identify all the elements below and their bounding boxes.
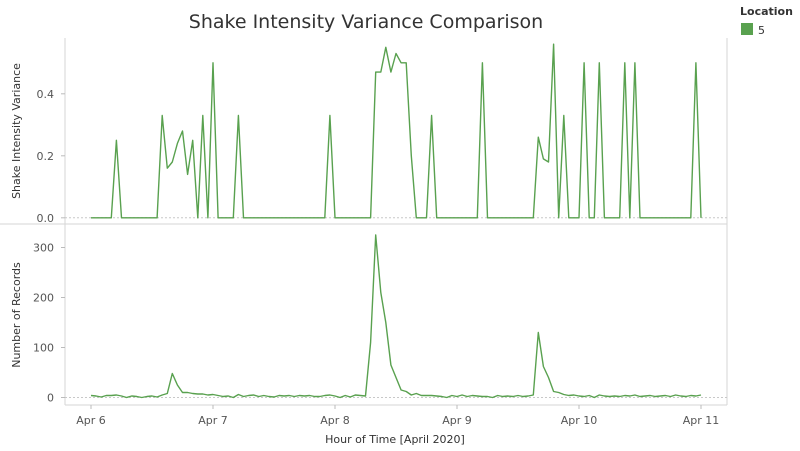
x-tick-label: Apr 6: [76, 414, 106, 427]
x-axis-title: Hour of Time [April 2020]: [325, 433, 465, 446]
y-axis-title: Shake Intensity Variance: [10, 63, 23, 199]
x-tick-label: Apr 8: [320, 414, 350, 427]
x-axis-ticks: Apr 6 Apr 7 Apr 8 Apr 9 Apr 10 Apr 11: [76, 405, 719, 427]
panel-2: 0 100 200 300 Number of Records: [10, 234, 727, 405]
series-line-5[interactable]: [91, 43, 702, 219]
x-tick-label: Apr 7: [198, 414, 228, 427]
x-tick-label: Apr 10: [561, 414, 598, 427]
x-tick-label: Apr 9: [442, 414, 472, 427]
legend-title: Location: [740, 5, 793, 18]
legend: Location 5: [740, 5, 793, 37]
legend-label-5: 5: [758, 24, 765, 37]
y-tick-label: 100: [33, 342, 54, 355]
chart-title: Shake Intensity Variance Comparison: [189, 11, 543, 33]
y-axis-title: Number of Records: [10, 262, 23, 368]
x-tick-label: Apr 11: [683, 414, 720, 427]
y-tick-label: 0: [47, 392, 54, 405]
y-tick-label: 200: [33, 292, 54, 305]
plot-panels: 0.0 0.2 0.4 Shake Intensity Variance 0 100 200…: [0, 38, 728, 406]
series-line-5[interactable]: [90, 234, 702, 399]
panel-1: 0.0 0.2 0.4 Shake Intensity Variance: [10, 43, 727, 225]
y-tick-label: 0.0: [37, 212, 55, 225]
legend-swatch-5[interactable]: [741, 23, 753, 35]
y-tick-label: 0.2: [37, 150, 55, 163]
y-tick-label: 0.4: [37, 88, 55, 101]
y-tick-label: 300: [33, 242, 54, 255]
